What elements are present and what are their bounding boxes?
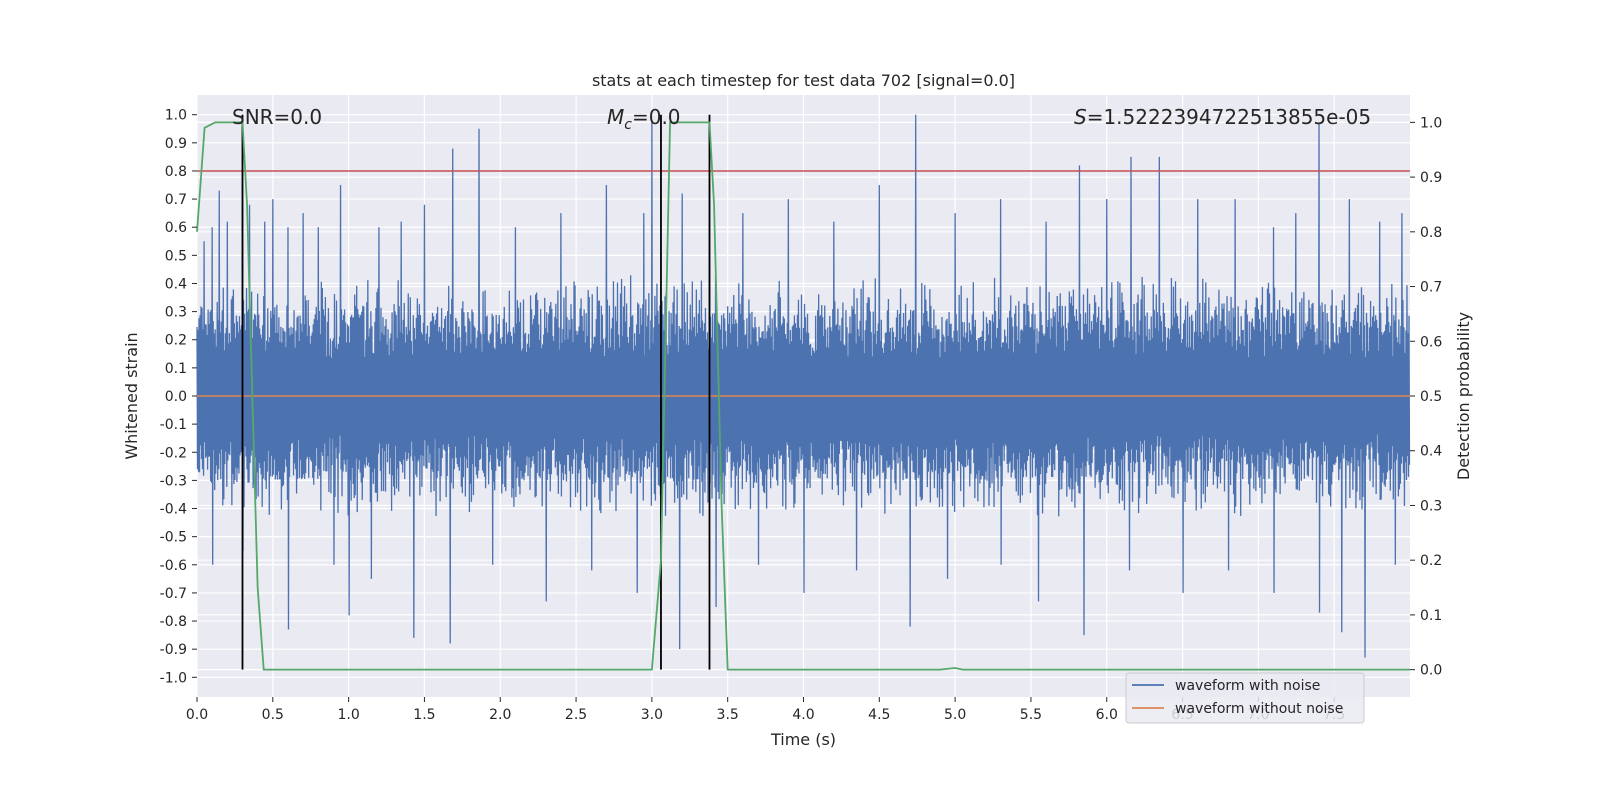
y-tick-label: -0.2 — [160, 445, 187, 461]
y2-tick-label: 0.7 — [1420, 280, 1442, 296]
y2-tick-label: 0.2 — [1420, 553, 1442, 569]
probability-line — [196, 121, 1410, 671]
y-tick-label: 0.2 — [165, 333, 187, 349]
x-tick-label: 0.0 — [186, 707, 208, 723]
x-tick-label: 5.5 — [1020, 707, 1042, 723]
x-tick-label: 2.5 — [565, 707, 587, 723]
s-symbol: S — [1074, 105, 1087, 129]
x-tick-label: 4.0 — [792, 707, 814, 723]
y-tick-label: 0.8 — [165, 164, 187, 180]
y2-tick-label: 0.0 — [1420, 663, 1442, 679]
mc-subscript: c — [624, 117, 632, 133]
mc-symbol: M — [607, 105, 624, 129]
score-annotation: S=1.5222394722513855e-05 — [1074, 105, 1371, 129]
y-axis-ticks: 1.0 0.9 0.8 0.7 0.6 0.5 0.4 0.3 0.2 0.1 0.0 -0.1 -0.… — [160, 108, 197, 686]
legend-label-clean: waveform without noise — [1175, 701, 1343, 717]
noise-waveform-series — [196, 114, 1411, 658]
y2-tick-label: 1.0 — [1420, 115, 1442, 131]
x-tick-label: 3.5 — [717, 707, 739, 723]
y-tick-label: -0.8 — [160, 614, 187, 630]
y-tick-label: 0.1 — [165, 361, 187, 377]
y2-axis-label: Detection probability — [1454, 312, 1473, 480]
y-tick-label: 0.3 — [165, 305, 187, 321]
y-tick-label: -0.6 — [160, 558, 187, 574]
y-tick-label: -1.0 — [160, 670, 187, 686]
y2-tick-label: 0.9 — [1420, 170, 1442, 186]
x-tick-label: 3.0 — [641, 707, 663, 723]
x-tick-label: 2.0 — [489, 707, 511, 723]
y-tick-label: 1.0 — [165, 108, 187, 124]
y2-tick-label: 0.5 — [1420, 389, 1442, 405]
y-tick-label: -0.9 — [160, 642, 187, 658]
event-lines-group — [241, 114, 711, 670]
y-axis-label: Whitened strain — [122, 332, 141, 459]
chart-title: stats at each timestep for test data 702… — [592, 71, 1015, 90]
s-value: =1.5222394722513855e-05 — [1087, 105, 1371, 129]
legend-label-noise: waveform with noise — [1175, 678, 1320, 694]
legend: waveform with noise waveform without noi… — [1125, 672, 1365, 724]
y-tick-label: 0.0 — [165, 389, 187, 405]
y2-tick-label: 0.4 — [1420, 444, 1442, 460]
x-tick-label: 0.5 — [262, 707, 284, 723]
y2-tick-label: 0.6 — [1420, 334, 1442, 350]
y-tick-label: 0.7 — [165, 192, 187, 208]
legend-box — [1125, 672, 1365, 724]
x-tick-label: 5.0 — [944, 707, 966, 723]
y-tick-label: -0.1 — [160, 417, 187, 433]
x-tick-label: 4.5 — [868, 707, 890, 723]
y-tick-label: -0.7 — [160, 586, 187, 602]
noise-waveform-line — [196, 114, 1411, 658]
y-tick-label: 0.6 — [165, 220, 187, 236]
y-tick-label: -0.4 — [160, 502, 187, 518]
y2-tick-label: 0.8 — [1420, 225, 1442, 241]
y-tick-label: 0.4 — [165, 276, 187, 292]
chirp-mass-annotation: Mc=0.0 — [607, 105, 681, 133]
x-tick-label: 6.0 — [1096, 707, 1118, 723]
probability-series — [196, 121, 1410, 671]
x-tick-label: 1.0 — [337, 707, 359, 723]
snr-annotation: SNR=0.0 — [232, 105, 322, 129]
y-tick-label: -0.5 — [160, 530, 187, 546]
x-axis-label: Time (s) — [770, 730, 836, 749]
x-tick-label: 1.5 — [413, 707, 435, 723]
y2-tick-label: 0.3 — [1420, 498, 1442, 514]
y2-tick-label: 0.1 — [1420, 608, 1442, 624]
mc-value: =0.0 — [632, 105, 681, 129]
y-tick-label: 0.5 — [165, 248, 187, 264]
y-tick-label: 0.9 — [165, 136, 187, 152]
y2-axis-ticks: 1.0 0.9 0.8 0.7 0.6 0.5 0.4 0.3 0.2 0.1 0.0 — [1410, 115, 1442, 679]
y-tick-label: -0.3 — [160, 473, 187, 489]
